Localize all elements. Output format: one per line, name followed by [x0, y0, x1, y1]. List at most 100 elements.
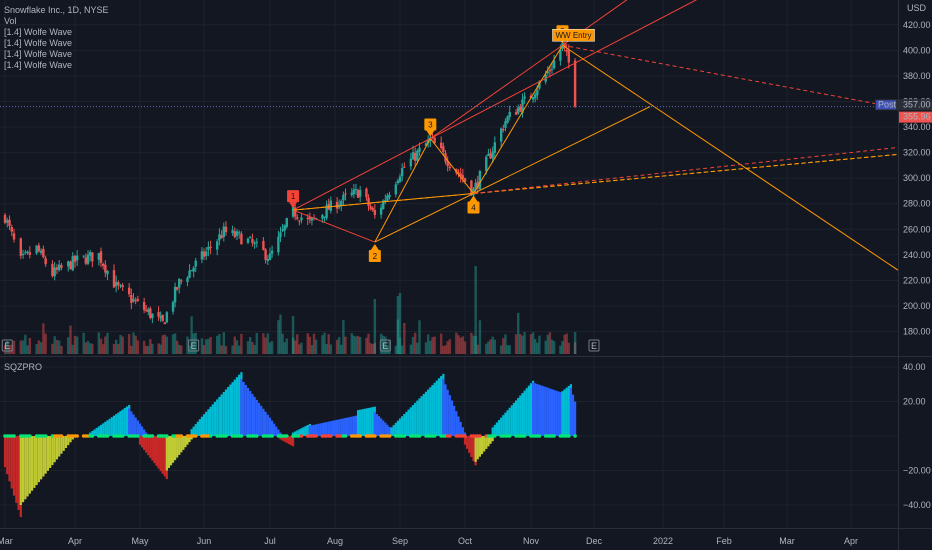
- time-tick-label: Mar: [779, 536, 795, 546]
- volume-bar: [521, 335, 524, 354]
- squeeze-dot: [150, 434, 155, 438]
- momentum-bar: [12, 436, 16, 496]
- candle: [491, 151, 494, 159]
- wolfe-wave[interactable]: 12345WW Entry: [287, 0, 898, 271]
- candle: [106, 270, 109, 275]
- volume-bar: [457, 335, 460, 354]
- candle: [251, 238, 254, 243]
- candle: [306, 217, 309, 219]
- squeeze-dot: [224, 434, 228, 438]
- wave-red-projection: [562, 44, 898, 109]
- momentum-bar: [365, 408, 368, 436]
- volume-bar: [442, 345, 445, 354]
- momentum-bar: [485, 436, 488, 449]
- indicator-title[interactable]: SQZPRO: [4, 362, 43, 372]
- candle: [426, 139, 430, 144]
- last-price-label: 355.96: [903, 112, 931, 122]
- candle: [534, 94, 537, 99]
- squeeze-dot: [136, 434, 140, 438]
- candle: [519, 106, 522, 112]
- momentum-bar: [121, 409, 124, 436]
- candle: [413, 152, 417, 161]
- wolfe-wave-legend[interactable]: [1.4] Wolfe Wave: [4, 27, 73, 37]
- candle: [202, 251, 206, 257]
- candle: [559, 49, 562, 61]
- volume-bar: [340, 344, 343, 354]
- momentum-bar: [268, 417, 272, 436]
- volume-bar: [459, 337, 462, 354]
- momentum-bar: [157, 436, 160, 469]
- candle: [235, 231, 239, 236]
- squeeze-dot: [12, 434, 16, 438]
- momentum-bar: [344, 418, 347, 436]
- candle: [418, 147, 421, 152]
- candle: [157, 312, 160, 317]
- price-tick-label: 300.00: [903, 173, 931, 183]
- volume-bar: [329, 344, 333, 354]
- volume-bar: [200, 338, 204, 354]
- candle: [220, 235, 223, 239]
- momentum-bar: [403, 414, 406, 436]
- volume-bar: [300, 342, 303, 354]
- candle: [264, 249, 267, 260]
- volume-label[interactable]: Vol: [4, 16, 17, 26]
- candle: [159, 316, 162, 319]
- momentum-bar: [536, 384, 539, 436]
- volume-bar: [12, 340, 16, 354]
- price-tick-label: 240.00: [903, 250, 931, 260]
- volume-bar: [231, 345, 234, 354]
- volume-spike: [373, 299, 377, 354]
- volume-bar: [127, 334, 131, 354]
- volume-bar: [548, 332, 552, 354]
- candle: [499, 128, 503, 142]
- earnings-marker-label: E: [4, 341, 10, 351]
- volume-bar: [91, 343, 94, 354]
- momentum-bar: [491, 436, 494, 442]
- momentum-bar: [420, 396, 423, 436]
- volume-bar: [499, 345, 503, 354]
- volume-bar: [147, 345, 150, 354]
- wolfe-wave-legend[interactable]: [1.4] Wolfe Wave: [4, 60, 73, 70]
- candles: [3, 42, 577, 325]
- candle: [493, 142, 497, 153]
- momentum-bar: [561, 391, 564, 436]
- candle: [394, 184, 398, 195]
- volume-bar: [538, 335, 541, 354]
- symbol-title[interactable]: Snowflake Inc., 1D, NYSE: [4, 5, 109, 15]
- momentum-bar: [296, 430, 299, 436]
- momentum-bar: [285, 436, 288, 443]
- momentum-bar: [331, 420, 335, 436]
- squeeze-dot: [329, 434, 333, 438]
- squeeze-dot: [493, 434, 497, 438]
- momentum-bar: [95, 427, 98, 436]
- momentum-bar: [171, 436, 175, 463]
- candle: [42, 248, 45, 258]
- candle: [99, 251, 103, 263]
- volume-bar: [285, 338, 288, 354]
- momentum-bar: [143, 429, 146, 436]
- price-tick-label: 400.00: [903, 45, 931, 55]
- momentum-bar: [480, 436, 484, 455]
- momentum-bar: [200, 416, 204, 436]
- volume-bar: [396, 319, 400, 354]
- candle: [142, 302, 146, 310]
- wolfe-wave-legend[interactable]: [1.4] Wolfe Wave: [4, 38, 73, 48]
- volume-bar: [344, 336, 347, 354]
- momentum-bar: [112, 415, 116, 436]
- candle: [281, 229, 284, 231]
- momentum-bar: [319, 423, 322, 436]
- candle: [325, 205, 328, 219]
- momentum-bar: [431, 385, 434, 436]
- volume-bar: [369, 343, 372, 354]
- price-tick-label: 420.00: [903, 20, 931, 30]
- volume-bar: [238, 345, 241, 354]
- momentum-bar: [563, 389, 566, 436]
- momentum-bar: [361, 409, 364, 436]
- wolfe-wave-legend[interactable]: [1.4] Wolfe Wave: [4, 49, 73, 59]
- candle: [216, 241, 219, 250]
- momentum-bar: [159, 436, 162, 472]
- zero-tag-bg: [899, 430, 932, 441]
- candle: [231, 230, 234, 234]
- volume-bar: [354, 336, 358, 354]
